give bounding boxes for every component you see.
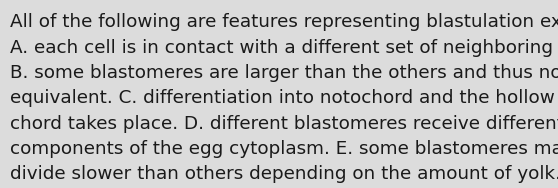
- Text: components of the egg cytoplasm. E. some blastomeres may: components of the egg cytoplasm. E. some…: [10, 140, 558, 158]
- Text: A. each cell is in contact with a different set of neighboring cells.: A. each cell is in contact with a differ…: [10, 39, 558, 57]
- Text: equivalent. C. differentiation into notochord and the hollow nerve: equivalent. C. differentiation into noto…: [10, 89, 558, 107]
- Text: All of the following are features representing blastulation except: All of the following are features repres…: [10, 13, 558, 31]
- Text: B. some blastomeres are larger than the others and thus not: B. some blastomeres are larger than the …: [10, 64, 558, 82]
- Text: chord takes place. D. different blastomeres receive different: chord takes place. D. different blastome…: [10, 115, 558, 133]
- Text: divide slower than others depending on the amount of yolk.: divide slower than others depending on t…: [10, 165, 558, 183]
